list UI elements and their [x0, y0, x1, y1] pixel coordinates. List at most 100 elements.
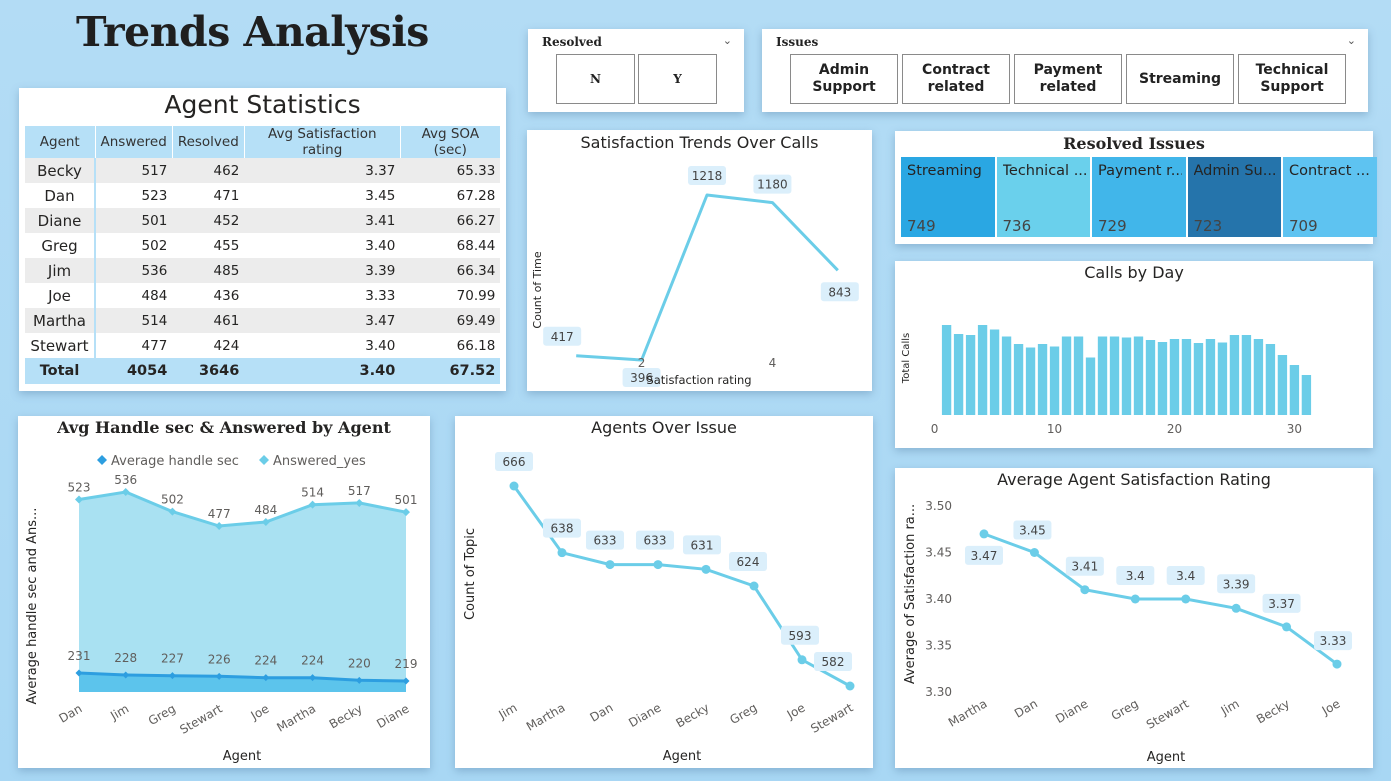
issue-option-payment-related[interactable]: Payment related: [1014, 54, 1122, 104]
bar: [989, 329, 1000, 415]
x-tick-label: 2: [638, 356, 646, 370]
chevron-down-icon[interactable]: ⌄: [722, 34, 732, 47]
y-axis-title: Count of Topic: [463, 528, 478, 620]
table-cell: 3.41: [244, 208, 401, 233]
total-cell: 4054: [95, 358, 173, 384]
data-label-box: [781, 625, 819, 645]
bar: [953, 334, 964, 415]
total-cell: 3646: [172, 358, 245, 384]
table-cell: 484: [141, 287, 168, 304]
resolved-issue-tile[interactable]: Streaming 749: [901, 157, 995, 237]
bar: [1061, 336, 1072, 415]
agent-statistics-title: Agent Statistics: [164, 90, 361, 119]
table-cell: Martha: [25, 308, 96, 333]
data-label-box: [683, 535, 721, 555]
x-tick-label: Jim: [496, 700, 520, 722]
issues-slicer-title: Issues: [776, 35, 819, 49]
data-label: 3.4: [1176, 569, 1195, 583]
point: [979, 529, 989, 539]
resolved-issue-tile[interactable]: Contract ... 709: [1283, 157, 1377, 237]
data-label: 3.37: [1268, 597, 1295, 611]
resolved-issue-tile[interactable]: Payment r... 729: [1092, 157, 1186, 237]
x-tick-label: Stewart: [177, 701, 225, 737]
agent-statistics-table: Agent Answered Resolved Avg Satisfaction…: [25, 126, 501, 384]
data-label: 3.39: [1223, 577, 1250, 591]
series-line: [576, 193, 839, 362]
resolved-issues-title: Resolved Issues: [1063, 134, 1205, 153]
column-header[interactable]: Agent: [25, 126, 96, 158]
table-row[interactable]: Becky 517 462 3.37 65.33: [25, 158, 501, 183]
column-header[interactable]: Avg SOA (sec): [400, 126, 501, 158]
table-row[interactable]: Stewart 477 424 3.40 66.18: [25, 333, 500, 358]
issue-option-contract-related[interactable]: Contract related: [902, 54, 1010, 104]
x-axis-title: Agent: [663, 749, 701, 764]
answered-line: [78, 490, 407, 528]
table-cell: 455: [213, 237, 240, 254]
handle-marker: [75, 669, 83, 677]
data-label: 593: [789, 629, 812, 643]
table-cell: 3.37: [244, 158, 401, 183]
data-label: 666: [503, 455, 526, 469]
avg-handle-chart: 523 536 502 477 484 514 517 501 231 228 227 226 224 2…: [25, 454, 418, 764]
column-header[interactable]: Answered: [95, 126, 173, 158]
handle-marker: [355, 676, 363, 684]
point: [509, 481, 519, 491]
point: [557, 548, 567, 558]
resolved-issue-tile[interactable]: Admin Su... 723: [1187, 157, 1281, 237]
tile-label: Payment r...: [1098, 163, 1182, 179]
data-label: 219: [395, 657, 418, 671]
bar: [1133, 336, 1144, 415]
x-tick-label: 30: [1287, 422, 1302, 436]
point: [701, 564, 711, 574]
x-tick-label: 4: [769, 356, 777, 370]
bar: [1277, 355, 1288, 415]
issue-option-admin-support[interactable]: Admin Support: [790, 54, 898, 104]
resolved-option-y[interactable]: Y: [638, 54, 717, 104]
table-cell: 514: [95, 308, 173, 333]
table-cell: 471: [213, 187, 240, 204]
point: [1080, 585, 1090, 595]
table-row[interactable]: Joe 484 436 3.33 70.99: [25, 283, 500, 308]
y-tick-label: 3.40: [925, 592, 952, 606]
x-tick-label: Dan: [588, 700, 616, 724]
data-label-box: [1065, 556, 1104, 576]
data-label: 624: [737, 555, 760, 569]
bar: [1121, 337, 1132, 415]
data-label-box: [622, 368, 661, 387]
point: [845, 681, 855, 691]
y-axis-title: Average of Satisfaction ra...: [903, 504, 918, 684]
table-cell: 502: [141, 237, 168, 254]
x-tick-label: Diane: [626, 700, 663, 730]
bar: [1145, 340, 1156, 415]
resolved-issue-tile[interactable]: Technical ... 736: [996, 157, 1090, 237]
answered-marker: [168, 507, 177, 516]
legend-label: Average handle sec: [111, 454, 239, 469]
issue-option-technical-support[interactable]: Technical Support: [1238, 54, 1346, 104]
table-row[interactable]: Greg 502 455 3.40 68.44: [25, 233, 500, 258]
data-label-box: [965, 545, 1003, 565]
x-tick-label: Becky: [673, 700, 711, 730]
answered-area: [79, 492, 406, 692]
avg-satisfaction-card: Average Agent Satisfaction Rating 3.30 3.…: [895, 468, 1373, 768]
y-tick-label: 3.35: [925, 639, 952, 653]
y-tick-label: 3.30: [925, 685, 952, 699]
table-row[interactable]: Diane 501 452 3.41 66.27: [25, 208, 501, 233]
calls-by-day-chart: 0 10 20 30 Total Calls: [901, 325, 1312, 436]
x-tick-label: Diane: [374, 701, 411, 731]
data-label: 517: [348, 484, 371, 498]
x-tick-label: Martha: [946, 696, 990, 729]
x-tick-label: Becky: [327, 701, 365, 731]
table-row[interactable]: Martha 514 461 3.47 69.49: [25, 308, 501, 333]
answered-marker: [308, 500, 317, 509]
table-row[interactable]: Dan 523 471 3.45 67.28: [25, 183, 500, 208]
issue-option-streaming[interactable]: Streaming: [1126, 54, 1234, 104]
chevron-down-icon[interactable]: ⌄: [1346, 34, 1356, 47]
bar: [1013, 344, 1024, 415]
resolved-option-n[interactable]: N: [556, 54, 635, 104]
x-tick-label: Stewart: [808, 700, 856, 736]
column-header[interactable]: Avg Satisfaction rating: [244, 126, 401, 158]
point: [1231, 603, 1241, 613]
column-header[interactable]: Resolved: [172, 126, 245, 158]
table-total-row: Total 4054 3646 3.40 67.52: [25, 358, 501, 384]
table-row[interactable]: Jim 536 485 3.39 66.34: [25, 258, 501, 283]
